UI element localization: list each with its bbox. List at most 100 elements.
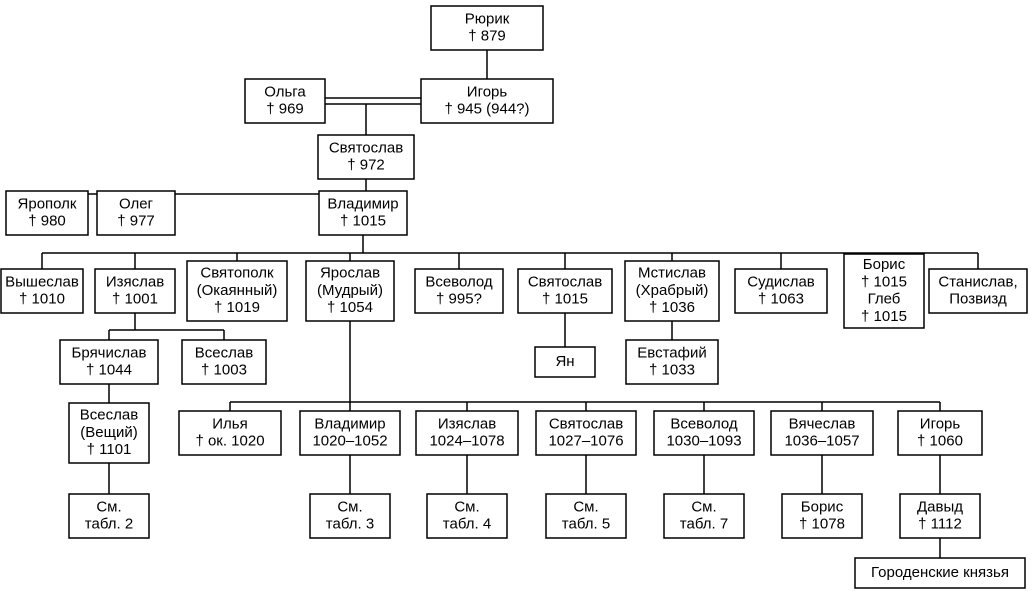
node-line: Изяслав <box>106 273 164 290</box>
node-line: † 1015 <box>340 213 386 230</box>
node-line: 1027–1076 <box>548 433 623 450</box>
node-line: † 1001 <box>112 291 158 308</box>
node-line: (Вещий) <box>80 424 137 441</box>
node-line: † 1054 <box>327 299 373 316</box>
node-line: Святослав <box>329 139 403 156</box>
node-izyaslav2: Изяслав1024–1078 <box>416 411 518 455</box>
node-line: Вышеслав <box>5 273 79 290</box>
node-line: (Окаянный) <box>197 282 278 299</box>
node-line: † 1036 <box>649 299 695 316</box>
node-line: Святополк <box>200 265 274 282</box>
node-line: † 1060 <box>917 433 963 450</box>
node-boris2: Борис† 1078 <box>782 494 862 538</box>
node-line: † 1019 <box>214 299 260 316</box>
node-line: † 945 (944?) <box>444 101 529 118</box>
node-line: Ярослав <box>320 265 380 282</box>
node-line: См. <box>691 498 716 515</box>
node-line: Борис <box>801 498 844 515</box>
node-line: См. <box>337 498 362 515</box>
node-line: † 1015 <box>861 308 907 325</box>
node-rurik: Рюрик† 879 <box>431 6 543 50</box>
node-stanislav: Станислав,Позвизд <box>929 269 1027 313</box>
node-line: Евстафий <box>637 344 706 361</box>
node-line: Брячислав <box>72 344 147 361</box>
node-line: † 980 <box>28 213 66 230</box>
node-line: † 1033 <box>649 362 695 379</box>
node-line: Всеслав <box>195 344 253 361</box>
node-tabl7: См.табл. 7 <box>664 494 744 538</box>
node-vseslav: Всеслав† 1003 <box>182 340 266 384</box>
node-line: табл. 5 <box>562 516 610 533</box>
node-line: Мстислав <box>638 265 706 282</box>
node-line: † 1003 <box>201 362 247 379</box>
node-line: † 879 <box>468 28 506 45</box>
node-igor2: Игорь† 1060 <box>898 411 982 455</box>
node-line: † 977 <box>117 213 155 230</box>
node-tabl4: См.табл. 4 <box>427 494 507 538</box>
node-line: Святослав <box>528 273 602 290</box>
node-line: Ольга <box>264 83 306 100</box>
node-line: табл. 7 <box>680 516 728 533</box>
node-yaroslav: Ярослав(Мудрый)† 1054 <box>306 261 394 321</box>
node-line: Владимир <box>314 415 385 432</box>
node-line: Всеслав <box>80 407 138 424</box>
node-sudislav: Судислав† 1063 <box>735 269 827 313</box>
node-line: † 969 <box>266 101 304 118</box>
node-line: Ян <box>555 353 574 370</box>
node-line: † 1015 <box>861 273 907 290</box>
node-ilya: Илья† ок. 1020 <box>179 411 281 455</box>
node-svyatoslav2: Святослав† 1015 <box>518 269 612 313</box>
node-line: 1036–1057 <box>784 433 859 450</box>
node-vsevolod: Всеволод† 995? <box>415 269 503 313</box>
node-tabl3: См.табл. 3 <box>310 494 390 538</box>
node-line: Вячеслав <box>789 415 856 432</box>
node-line: Борис <box>863 256 906 273</box>
node-line: табл. 3 <box>326 516 374 533</box>
node-line: Святослав <box>549 415 623 432</box>
node-line: Позвизд <box>949 291 1007 308</box>
node-line: † 972 <box>347 157 385 174</box>
node-line: † 1044 <box>86 362 132 379</box>
node-tabl2: См.табл. 2 <box>69 494 149 538</box>
node-vladimir: Владимир† 1015 <box>319 191 407 235</box>
node-line: (Мудрый) <box>317 282 383 299</box>
node-olga: Ольга† 969 <box>245 79 325 123</box>
node-yaropolk: Ярополк† 980 <box>6 191 88 235</box>
node-line: † 1010 <box>19 291 65 308</box>
node-line: См. <box>573 498 598 515</box>
node-line: Рюрик <box>465 10 510 27</box>
node-line: 1024–1078 <box>429 433 504 450</box>
genealogy-tree: Рюрик† 879Ольга† 969Игорь† 945 (944?)Свя… <box>0 0 1032 596</box>
node-line: Игорь <box>467 83 508 100</box>
node-line: Олег <box>119 195 154 212</box>
node-line: † 995? <box>436 291 482 308</box>
node-izyaslav: Изяслав† 1001 <box>95 269 175 313</box>
node-line: табл. 4 <box>443 516 491 533</box>
node-tabl5: См.табл. 5 <box>546 494 626 538</box>
node-line: † 1063 <box>758 291 804 308</box>
node-davyd: Давыд† 1112 <box>900 494 980 538</box>
node-line: См. <box>96 498 121 515</box>
node-line: табл. 2 <box>85 516 133 533</box>
node-vysheslav: Вышеслав† 1010 <box>1 269 83 313</box>
node-vyacheslav: Вячеслав1036–1057 <box>771 411 873 455</box>
node-line: Давыд <box>917 498 963 515</box>
node-oleg: Олег† 977 <box>97 191 175 235</box>
node-line: Станислав, <box>938 273 1017 290</box>
node-boris: Борис† 1015Глеб† 1015 <box>844 254 924 328</box>
node-line: (Храбрый) <box>636 282 709 299</box>
node-vseslav2: Всеслав(Вещий)† 1101 <box>69 403 149 463</box>
node-igor: Игорь† 945 (944?) <box>421 79 553 123</box>
node-line: См. <box>454 498 479 515</box>
node-line: Илья <box>212 415 247 432</box>
node-line: † 1101 <box>87 441 132 458</box>
node-line: Игорь <box>920 415 961 432</box>
node-line: 1020–1052 <box>312 433 387 450</box>
node-bryachislav: Брячислав† 1044 <box>60 340 158 384</box>
node-line: † 1015 <box>542 291 588 308</box>
node-yan: Ян <box>535 347 595 377</box>
node-line: Судислав <box>747 273 815 290</box>
node-line: 1030–1093 <box>666 433 741 450</box>
node-mstislav: Мстислав(Храбрый)† 1036 <box>625 261 719 321</box>
node-svyatoslav3: Святослав1027–1076 <box>536 411 636 455</box>
